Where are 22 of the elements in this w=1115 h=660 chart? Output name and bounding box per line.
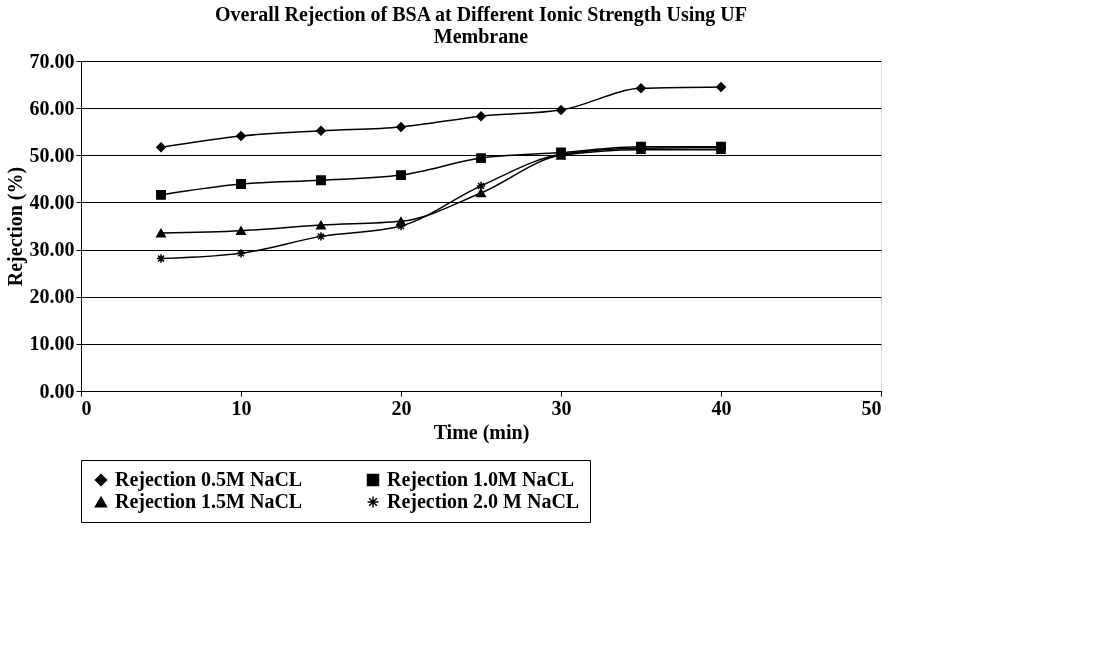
x-tick-label: 10 <box>231 396 252 419</box>
x-axis-title: Time (min) <box>433 420 530 444</box>
x-tick-label: 0 <box>81 396 92 419</box>
y-tick-label: 70.00 <box>29 49 75 72</box>
x-tick-label: 40 <box>711 396 732 419</box>
legend-label: Rejection 1.5M NaCL <box>115 490 303 513</box>
y-tick-label: 60.00 <box>29 96 75 119</box>
text: Membrane <box>433 25 529 47</box>
y-tick-label: 30.00 <box>29 238 75 261</box>
y-tick-label: 0.00 <box>39 379 75 402</box>
text: Overall Rejection of BSA at Different Ionic Strength Using UF <box>215 3 747 25</box>
y-axis-title: Rejection (%) <box>3 166 27 287</box>
y-tick-label: 10.00 <box>29 332 75 355</box>
y-tick-label: 20.00 <box>29 285 75 308</box>
y-tick-label: 40.00 <box>29 190 75 213</box>
x-tick-label: 50 <box>861 396 882 419</box>
x-tick-label: 30 <box>551 396 572 419</box>
legend-label: Rejection 0.5M NaCL <box>115 468 303 491</box>
x-tick-label: 20 <box>391 396 412 419</box>
legend-label: Rejection 2.0 M NaCL <box>387 490 580 513</box>
y-tick-label: 50.00 <box>29 143 75 166</box>
legend-label: Rejection 1.0M NaCL <box>387 468 575 491</box>
